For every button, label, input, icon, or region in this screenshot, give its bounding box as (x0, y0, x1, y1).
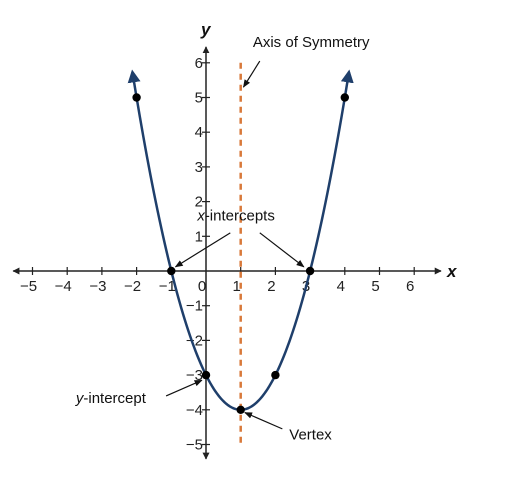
y-tick-label: 3 (195, 159, 203, 176)
x-tick-label: −2 (124, 278, 141, 295)
y-intercept-label: y-intercept (75, 390, 147, 407)
data-point (340, 93, 349, 102)
y-axis-title: y (200, 20, 212, 39)
y-tick-label: −1 (186, 298, 203, 315)
x-axis-ticks: −5 −4 −3 −2 −1 0 1 2 3 4 5 6 (20, 267, 415, 295)
x-tick-label: −5 (20, 278, 37, 295)
x-intercepts-label: x-intercepts (196, 208, 275, 225)
data-point (132, 93, 141, 102)
x-intercepts-label-text: -intercepts (205, 208, 275, 225)
x-tick-label: 4 (337, 278, 345, 295)
x-axis-title: x (446, 262, 458, 281)
y-tick-label: 4 (195, 124, 203, 141)
data-point (201, 370, 211, 380)
data-points (132, 93, 349, 414)
y-tick-label: 5 (195, 90, 203, 107)
data-point (271, 370, 280, 380)
x-tick-label: 2 (267, 278, 275, 295)
vertex-label: Vertex (289, 426, 332, 443)
x-tick-label: 0 (198, 278, 206, 295)
x-tick-label: 1 (233, 278, 241, 295)
y-tick-label: 2 (195, 194, 203, 211)
x-tick-label: 5 (371, 278, 379, 295)
x-intercepts-label-variable: x (196, 208, 205, 225)
y-tick-label: 1 (195, 228, 203, 245)
x-tick-label: 6 (406, 278, 414, 295)
x-intercept-left-pointer (174, 232, 231, 268)
axis-of-symmetry-label: Axis of Symmetry (253, 34, 370, 51)
x-tick-label: −3 (89, 278, 106, 295)
y-tick-label: −4 (186, 402, 203, 419)
data-point (167, 266, 176, 276)
x-tick-label: −1 (159, 278, 176, 295)
vertex-pointer (244, 412, 283, 430)
y-tick-label: −5 (186, 437, 203, 454)
x-intercept-right-pointer (259, 232, 305, 268)
y-intercept-pointer (165, 379, 203, 397)
annotations: Axis of Symmetry x-intercepts y-intercep… (75, 34, 370, 443)
axis-of-symmetry-pointer (242, 60, 261, 88)
data-point (236, 405, 245, 414)
x-tick-label: −4 (55, 278, 72, 295)
data-point (305, 266, 315, 276)
y-tick-label: 6 (195, 55, 203, 72)
y-intercept-label-text: -intercept (83, 390, 146, 407)
y-tick-label: −3 (186, 367, 203, 384)
y-intercept-label-variable: y (75, 390, 85, 407)
